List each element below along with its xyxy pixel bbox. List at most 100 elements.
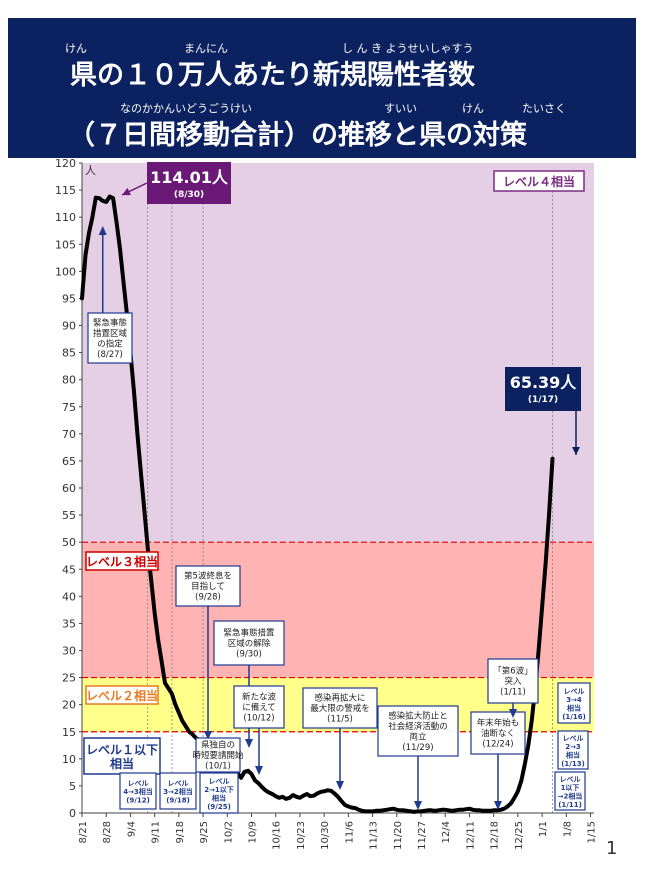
y-tick-label: 105 <box>55 238 76 251</box>
peak-callout: 114.01人 (8/30) <box>121 162 231 204</box>
level-change-text: (1/16) <box>562 713 586 721</box>
level-change-boxes: レベル4→3相当(9/12)レベル3→2相当(9/18)レベル2→1以下相当(9… <box>119 682 591 814</box>
y-tick-label: 115 <box>55 184 76 197</box>
annotation-text: (1/11) <box>500 688 526 698</box>
level-band <box>82 163 594 543</box>
y-tick-label: 40 <box>62 590 76 603</box>
annotation-text: 突入 <box>504 676 522 687</box>
x-tick-label: 12/18 <box>490 821 501 850</box>
y-tick-label: 85 <box>62 347 76 360</box>
y-tick-label: 55 <box>62 509 76 522</box>
peak-arrowhead <box>572 447 580 455</box>
y-tick-label: 30 <box>62 645 76 658</box>
annotation-text: 緊急事態措置 <box>223 628 275 639</box>
x-tick-label: 11/20 <box>393 821 404 850</box>
annotation-text: (11/5) <box>327 715 353 725</box>
x-tick-label: 9/11 <box>151 821 162 843</box>
y-tick-label: 110 <box>55 211 76 224</box>
peak-value: 65.39人 <box>510 373 578 392</box>
title-svg: けん まんにん し ん き ようせいしゃすう 県の１０万人あたり新規陽性者数 な… <box>65 42 566 151</box>
annotations: 緊急事態措置区域の指定(8/27)第5波終息を目指して(9/28)緊急事態措置区… <box>87 226 539 810</box>
level-change-text: レベル <box>560 775 581 783</box>
annotation-text: 感染再拡大に <box>314 693 365 704</box>
annotation-arrowhead <box>414 801 422 810</box>
ruby-shinki: し ん き ようせいしゃすう <box>342 42 474 55</box>
peak-date: (8/30) <box>174 190 204 200</box>
level-change-text: →2相当 <box>558 791 583 800</box>
annotation-text: 両立 <box>409 731 427 742</box>
x-tick-label: 10/23 <box>296 821 307 850</box>
level-change-text: 2→3 <box>565 743 581 751</box>
band-label-level4: レベル４相当 <box>493 170 585 192</box>
level-change-text: (1/11) <box>558 801 582 809</box>
y-tick-label: 60 <box>62 482 76 495</box>
ruby-ken-2: けん <box>462 102 484 115</box>
band-label-level1-text: 相当 <box>110 756 134 771</box>
annotation-text: (9/28) <box>195 593 221 603</box>
y-unit-label: 人 <box>85 164 96 177</box>
y-tick-label: 50 <box>62 536 76 549</box>
y-tick-label: 80 <box>62 374 76 387</box>
level-band <box>82 542 594 678</box>
level-change-text: (9/25) <box>207 803 231 811</box>
ruby-suii: すいい <box>384 102 417 115</box>
y-tick-label: 75 <box>62 401 76 414</box>
annotation-text: 区域の解除 <box>228 638 271 649</box>
band-label-level2-text: レベル２相当 <box>86 688 158 703</box>
x-tick-label: 1/15 <box>587 821 598 843</box>
annotation-arrowhead <box>255 766 263 775</box>
annotation-text: 第5波終息を <box>184 571 232 582</box>
peak-value: 114.01人 <box>150 168 229 187</box>
level-band <box>82 677 594 732</box>
title-banner: けん まんにん し ん き ようせいしゃすう 県の１０万人あたり新規陽性者数 な… <box>8 18 636 158</box>
annotation-arrowhead <box>214 753 222 762</box>
annotation-arrowhead <box>204 731 212 740</box>
annotation-text: 感染拡大防止と <box>388 710 448 721</box>
annotation-text: 新たな波 <box>242 692 277 703</box>
series-line-path <box>80 194 555 814</box>
axes: 0 5 10 15 20 25 30 35 40 45 50 55 60 65 70 75 80 85 90 95 10… <box>55 157 598 850</box>
x-tick-label: 10/16 <box>272 821 283 850</box>
title-line-1: 県の１０万人あたり新規陽性者数 <box>70 59 476 91</box>
x-tick-label: 12/25 <box>514 821 525 850</box>
annotation-text: 社会経済活動の <box>388 721 448 732</box>
x-tick-label: 1/8 <box>562 821 573 837</box>
level-change-text: レベル <box>563 734 584 742</box>
page-number: 1 <box>606 838 618 859</box>
annotation-text: 最大限の警戒を <box>310 703 370 714</box>
x-tick-label: 12/4 <box>441 821 452 843</box>
y-tick-label: 100 <box>55 265 76 278</box>
grid <box>82 175 594 813</box>
level-bands <box>82 163 594 813</box>
level-change-text: 相当 <box>212 793 226 802</box>
annotation-text: 「第6波」 <box>493 666 532 677</box>
annotation-text: (8/27) <box>97 350 123 360</box>
level-change-box: レベル1以下→2相当(1/11) <box>554 771 586 811</box>
y-tick-label: 15 <box>62 726 76 739</box>
annotation-box: 「第6波」突入(1/11) <box>487 658 539 718</box>
level-change-text: レベル <box>168 780 189 788</box>
y-tick-label: 5 <box>69 780 76 793</box>
x-tick-label: 11/13 <box>369 821 380 850</box>
level-change-text: 相当 <box>567 703 581 712</box>
level-change-text: 3→4 <box>566 696 582 704</box>
x-tick-label: 11/27 <box>417 821 428 850</box>
band-label-level2: レベル２相当 <box>85 685 159 705</box>
annotation-arrowhead <box>336 781 344 790</box>
x-tick-label: 10/2 <box>223 821 234 843</box>
x-tick-label: 11/6 <box>344 821 355 843</box>
level-change-text: (9/12) <box>126 797 150 805</box>
peak-date: (1/17) <box>528 395 558 405</box>
annotation-text: 県独自の <box>201 740 235 751</box>
level-change-text: レベル <box>564 687 585 695</box>
level-change-box: レベル3→4相当(1/16) <box>557 682 591 724</box>
level-change-box: レベル3→2相当(9/18) <box>159 772 197 810</box>
annotation-text: 緊急事態 <box>93 317 127 328</box>
annotation-text: 年末年始も <box>477 718 520 729</box>
